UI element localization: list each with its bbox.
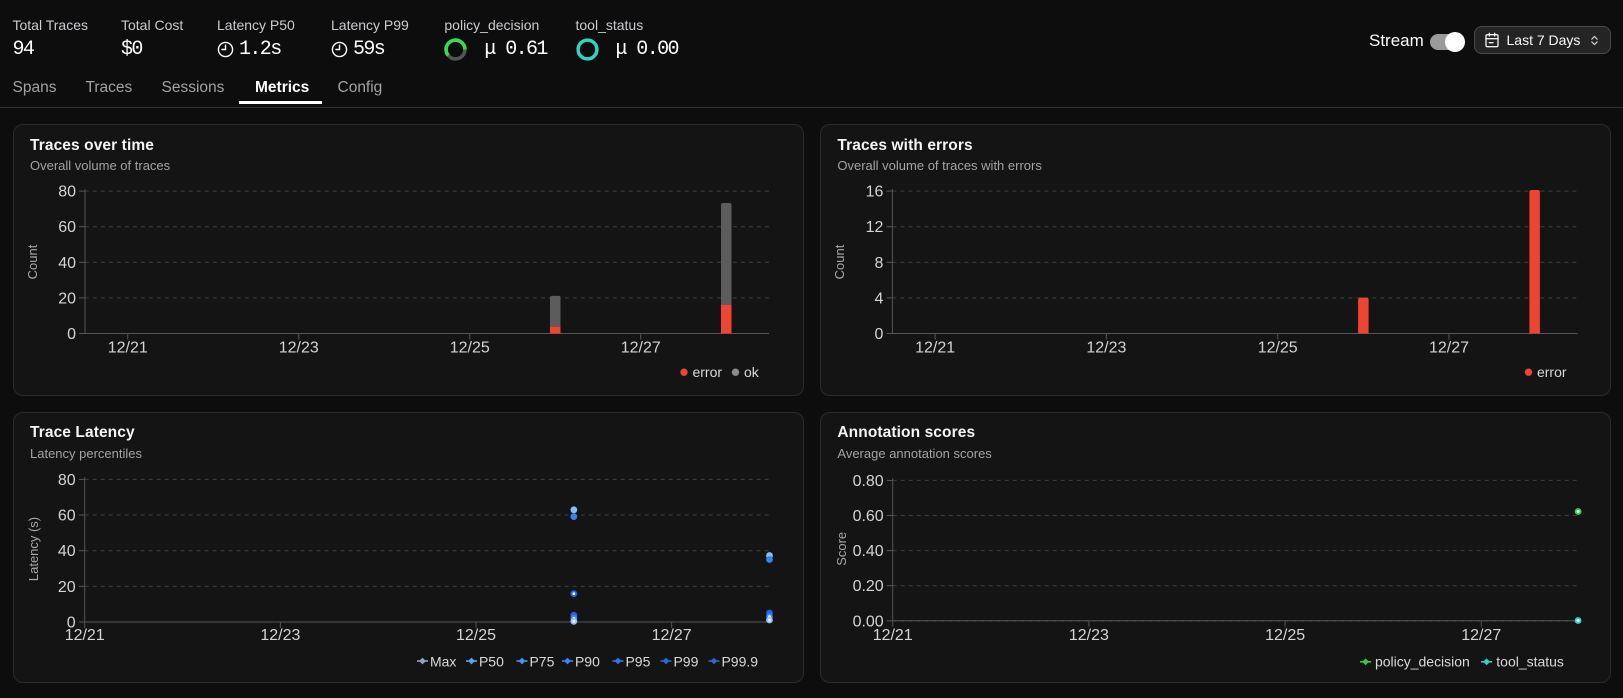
svg-text:8: 8	[874, 255, 883, 272]
svg-text:policy_decision: policy_decision	[1375, 653, 1470, 669]
svg-text:80: 80	[57, 471, 75, 488]
svg-text:16: 16	[866, 184, 884, 201]
svg-text:20: 20	[57, 578, 75, 595]
svg-text:Count: Count	[832, 244, 847, 279]
svg-text:Max: Max	[429, 653, 455, 669]
svg-text:40: 40	[58, 255, 76, 272]
svg-text:12/23: 12/23	[278, 339, 318, 356]
svg-text:60: 60	[58, 219, 76, 236]
svg-text:4: 4	[874, 290, 883, 307]
svg-text:12/23: 12/23	[260, 626, 300, 643]
svg-text:12/23: 12/23	[1069, 626, 1109, 643]
svg-text:P95: P95	[625, 653, 650, 669]
svg-text:12/27: 12/27	[1461, 626, 1501, 643]
svg-text:0.20: 0.20	[852, 578, 883, 595]
svg-text:40: 40	[57, 543, 75, 560]
svg-text:P99: P99	[673, 653, 698, 669]
svg-text:error: error	[692, 364, 722, 380]
svg-text:0: 0	[67, 326, 76, 343]
svg-text:0.60: 0.60	[852, 508, 883, 525]
svg-text:12/21: 12/21	[64, 626, 104, 643]
svg-text:12/23: 12/23	[1086, 339, 1126, 356]
svg-text:tool_status: tool_status	[1496, 653, 1564, 669]
svg-text:Count: Count	[24, 244, 39, 279]
svg-text:12/21: 12/21	[915, 339, 955, 356]
svg-text:12/27: 12/27	[620, 339, 660, 356]
svg-text:60: 60	[57, 507, 75, 524]
svg-text:0: 0	[874, 326, 883, 343]
svg-text:20: 20	[58, 290, 76, 307]
svg-text:P50: P50	[478, 653, 503, 669]
svg-text:80: 80	[58, 184, 76, 201]
svg-text:12/27: 12/27	[651, 626, 691, 643]
svg-text:12/25: 12/25	[1265, 626, 1305, 643]
svg-text:12/21: 12/21	[107, 339, 147, 356]
svg-text:P75: P75	[529, 653, 554, 669]
svg-text:ok: ok	[743, 364, 759, 380]
svg-text:12/27: 12/27	[1429, 339, 1469, 356]
svg-text:12/21: 12/21	[873, 626, 913, 643]
svg-text:Latency (s): Latency (s)	[25, 516, 40, 580]
svg-text:12: 12	[866, 219, 884, 236]
svg-text:P99.9: P99.9	[721, 653, 758, 669]
svg-text:0.80: 0.80	[852, 472, 883, 489]
svg-text:12/25: 12/25	[456, 626, 496, 643]
svg-text:0.00: 0.00	[852, 613, 883, 630]
svg-text:0: 0	[66, 614, 75, 631]
svg-text:error: error	[1537, 364, 1567, 380]
svg-text:P90: P90	[574, 653, 599, 669]
svg-text:12/25: 12/25	[1258, 339, 1298, 356]
svg-text:12/25: 12/25	[449, 339, 489, 356]
svg-text:0.40: 0.40	[852, 543, 883, 560]
svg-text:Score: Score	[834, 531, 849, 565]
